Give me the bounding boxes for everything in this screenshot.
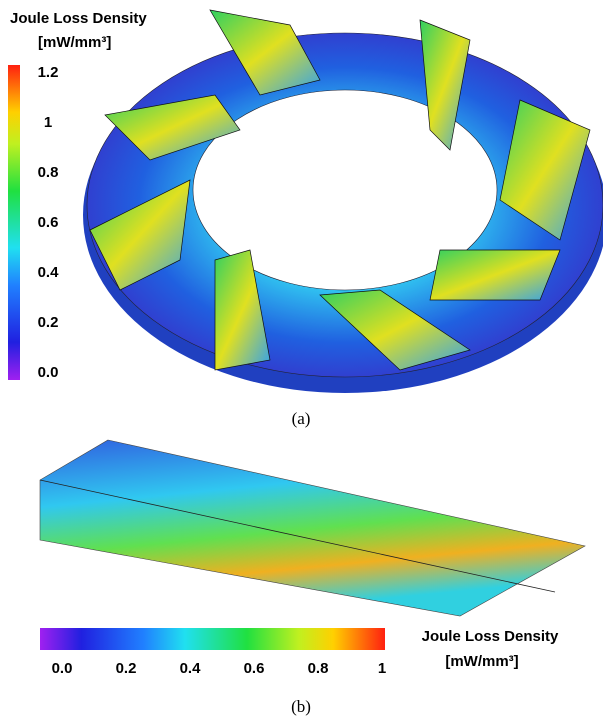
caption: (b) [291,697,311,716]
tick-label: 0.8 [308,660,329,677]
tick-label: 0.6 [244,660,265,677]
tick-label: 0.6 [38,214,59,231]
tick-label: 1 [378,660,386,677]
colorbar-title: Joule Loss Density [422,628,559,645]
colorbar-unit: [mW/mm³] [38,34,111,51]
slab-plot [39,439,586,617]
tick-label: 0.2 [38,314,59,331]
colorbar-ticks: 0.0 0.2 0.4 0.6 0.8 1 [52,660,387,677]
tick-label: 0.2 [116,660,137,677]
tick-label: 0.0 [52,660,73,677]
caption: (a) [292,409,311,428]
tick-label: 0.4 [38,264,60,281]
colorbar [40,628,385,650]
colorbar [8,65,20,380]
tick-label: 0.8 [38,164,59,181]
tick-label: 1 [44,114,52,131]
colorbar-unit: [mW/mm³] [445,653,518,670]
colorbar-title: Joule Loss Density [10,10,147,27]
tick-label: 1.2 [38,64,59,81]
tick-label: 0.0 [38,364,59,381]
colorbar-ticks: 1.2 1 0.8 0.6 0.4 0.2 0.0 [38,64,60,381]
ring-plot [83,9,603,393]
tick-label: 0.4 [180,660,202,677]
